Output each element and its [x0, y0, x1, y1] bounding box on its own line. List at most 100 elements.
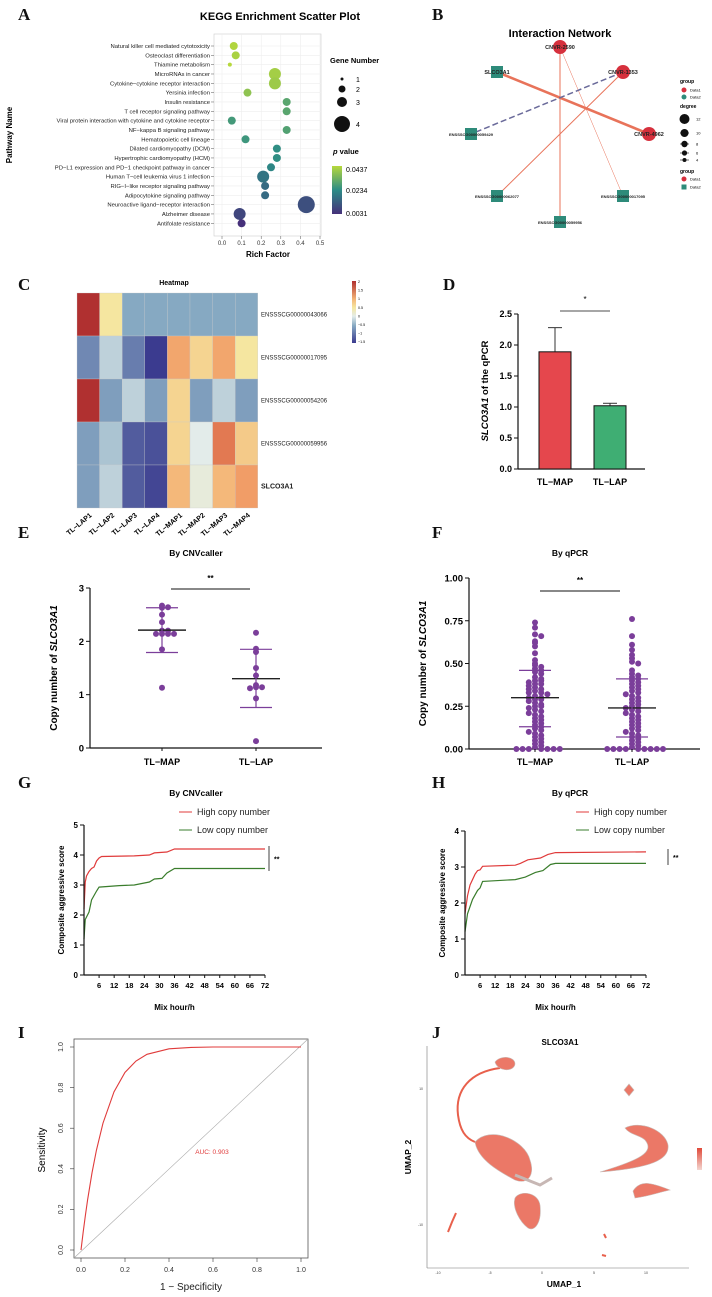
- data-point: [629, 633, 635, 640]
- heatmap-cell: [189, 335, 213, 380]
- x-tick-label: 6: [97, 981, 101, 990]
- x-axis-label: Rich Factor: [246, 250, 290, 259]
- y-axis-label: UMAP_2: [403, 1139, 413, 1174]
- x-tick-label: 72: [261, 981, 269, 990]
- panel-label-h: H: [432, 773, 445, 792]
- x-tick-label: 0.1: [237, 241, 246, 247]
- pathway-point: [272, 153, 281, 162]
- data-point: [532, 744, 538, 751]
- data-point: [629, 744, 635, 751]
- x-tick-label: 60: [231, 981, 239, 990]
- network-node-label: ENSSSCG00000059429: [449, 132, 494, 137]
- color-legend-tick: 0.0234: [346, 188, 368, 195]
- data-point: [653, 746, 660, 752]
- data-point: [629, 616, 635, 623]
- y-tick-label: 2: [455, 899, 460, 908]
- heatmap-row-label: ENSSSCG00000054206: [261, 399, 328, 405]
- heatmap-cell: [122, 464, 145, 509]
- y-tick-label: 1.0: [499, 402, 512, 412]
- data-point: [556, 746, 563, 752]
- x-tick-label: TL−LAP: [239, 757, 273, 767]
- x-tick-label: TL−LAP: [593, 477, 627, 487]
- x-tick-label: 0.6: [208, 1267, 218, 1274]
- significance-marker: **: [274, 857, 280, 864]
- chart-title: Heatmap: [159, 280, 189, 287]
- legend-swatch: [681, 184, 687, 190]
- data-point: [532, 624, 538, 631]
- legend-label: Low copy number: [594, 825, 665, 835]
- legend-title: group: [680, 169, 694, 175]
- network-node-square: [491, 190, 503, 202]
- heatmap-row-label: ENSSSCG00000043066: [261, 313, 328, 319]
- heatmap-cell: [189, 464, 213, 509]
- significance-marker: *: [583, 295, 586, 304]
- heatmap-row-label: SLCO3A1: [261, 484, 293, 491]
- data-point: [525, 689, 532, 696]
- pathway-label: NF−kappa B signaling pathway: [129, 128, 210, 134]
- pathway-label: Thiamine metabolism: [154, 63, 210, 69]
- significance-marker: **: [207, 574, 214, 583]
- heatmap-cell: [99, 378, 123, 423]
- data-point: [622, 710, 629, 717]
- x-tick-label: 0.2: [257, 241, 266, 247]
- umap-cluster: [623, 1083, 635, 1097]
- pathway-label: T cell receptor signaling pathway: [124, 109, 210, 115]
- network-node-label: SLCO3A1: [484, 70, 509, 76]
- axis-label-part: SLCO3A1: [49, 605, 60, 652]
- network-node-circle: [553, 40, 567, 54]
- legend-degree-dot: [679, 114, 690, 124]
- legend-label: Data2: [690, 185, 701, 190]
- auc-annotation: AUC: 0.903: [195, 1149, 229, 1156]
- x-tick-label: 30: [155, 981, 163, 990]
- pathway-label: Hematopoietic cell lineage: [141, 137, 210, 143]
- axis-label-part: UMAP_2: [403, 1139, 413, 1174]
- umap-cluster: [474, 1134, 532, 1182]
- pathway-label: Yersinia infection: [166, 91, 210, 97]
- pathway-point: [227, 116, 236, 125]
- panel-label-j: J: [432, 1023, 441, 1042]
- data-point: [538, 727, 545, 734]
- network-edge: [496, 71, 624, 197]
- data-point: [538, 708, 545, 715]
- pathway-point: [233, 207, 246, 220]
- heatmap-cell: [235, 421, 258, 466]
- data-point: [525, 728, 532, 735]
- heatmap-cell: [212, 421, 236, 466]
- y-tick-label: 1: [455, 935, 460, 944]
- umap-cluster: [514, 1192, 541, 1230]
- heatmap-cell: [144, 464, 168, 509]
- umap-trajectory: [456, 1067, 501, 1143]
- roc-curve: [80, 1046, 301, 1251]
- x-tick-label: -5: [488, 1271, 491, 1275]
- data-point: [604, 746, 611, 752]
- pathway-point: [267, 163, 275, 172]
- x-tick-label: 48: [581, 981, 589, 990]
- bar: [593, 405, 627, 470]
- legend-label: Data2: [690, 95, 701, 100]
- y-tick-label: 3: [79, 584, 84, 595]
- y-tick-label: 0.8: [58, 1083, 65, 1093]
- x-tick-label: 54: [597, 981, 606, 990]
- legend-degree-dot: [680, 129, 689, 137]
- y-tick-label: 0.25: [445, 702, 464, 713]
- pathway-point: [261, 191, 270, 200]
- heatmap-cell: [76, 292, 100, 337]
- y-tick-label: 0.50: [445, 659, 464, 670]
- pathway-label: MicroRNAs in cancer: [155, 72, 210, 78]
- heatmap-cell: [235, 464, 258, 509]
- series-line: [83, 848, 265, 910]
- pathway-label: Adipocytokine signaling pathway: [125, 193, 210, 199]
- color-bar-tick: 0: [358, 314, 360, 318]
- chart-title: By qPCR: [552, 788, 588, 798]
- heatmap-cell: [235, 335, 258, 380]
- axis-label-part: Copy number of: [418, 647, 429, 726]
- legend-label: Low copy number: [197, 825, 268, 835]
- data-point: [253, 738, 259, 745]
- pathway-point: [231, 51, 240, 60]
- x-tick-label: 10: [644, 1271, 648, 1275]
- pathway-point: [237, 219, 246, 228]
- y-tick-label: 2: [74, 911, 79, 920]
- x-tick-label: 24: [140, 981, 149, 990]
- pathway-point: [227, 62, 232, 67]
